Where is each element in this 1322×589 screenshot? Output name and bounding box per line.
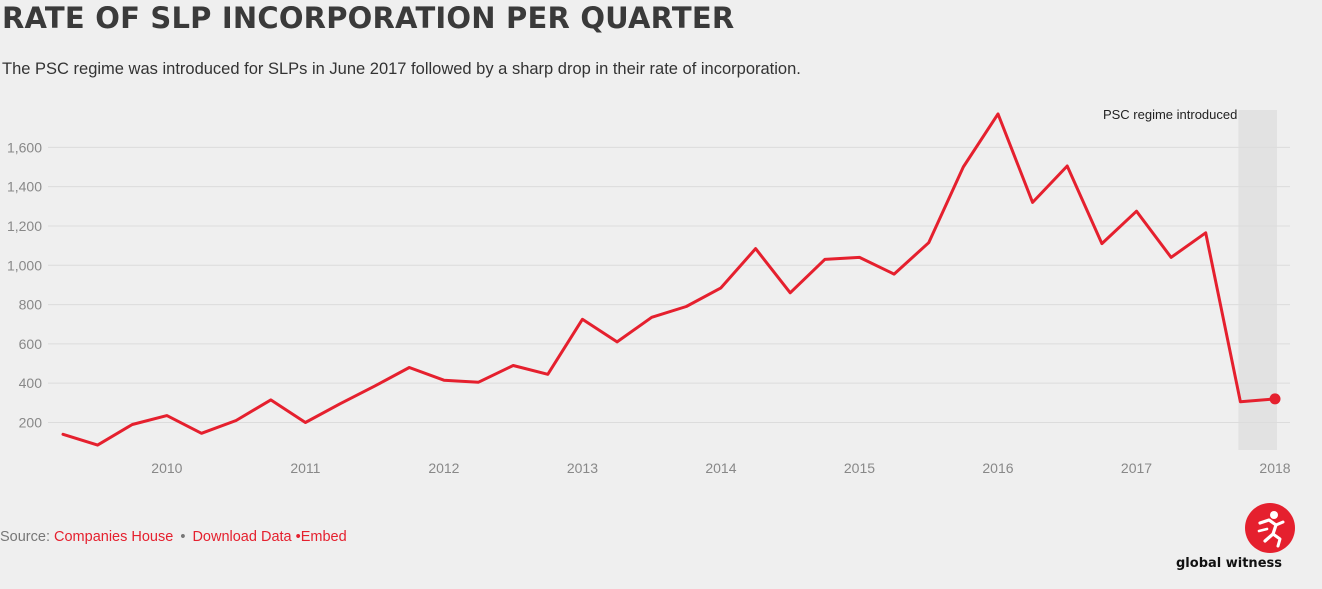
y-tick-label: 1,000 [7, 257, 42, 273]
y-tick-label: 600 [19, 336, 43, 352]
chart-title: RATE OF SLP INCORPORATION PER QUARTER [2, 1, 735, 35]
x-tick-label: 2010 [151, 460, 182, 476]
series-line [61, 112, 1277, 447]
line-chart: PSC regime introduced 200 400 600 800 1,000 1,… [7, 107, 1291, 476]
chart-subtitle: The PSC regime was introduced for SLPs i… [2, 60, 801, 78]
x-tick-label: 2013 [567, 460, 598, 476]
y-tick-label: 800 [19, 297, 43, 313]
y-tick-label: 1,600 [7, 139, 42, 155]
global-witness-logo[interactable]: global witness [1176, 503, 1296, 575]
x-tick-label: 2011 [290, 460, 320, 476]
running-figure-icon [1245, 503, 1295, 553]
y-tick-label: 200 [19, 414, 43, 430]
source-label: Source: [0, 529, 50, 545]
y-tick-label: 1,200 [7, 218, 42, 234]
x-tick-label: 2016 [982, 460, 1013, 476]
y-tick-label: 400 [19, 375, 43, 391]
x-tick-label: 2014 [705, 460, 736, 476]
y-tick-label: 1,400 [7, 179, 42, 195]
x-tick-label: 2017 [1121, 460, 1152, 476]
companies-house-link[interactable]: Companies House [54, 529, 174, 545]
psc-band [1238, 110, 1277, 450]
source-footer: Source: Companies House • Download Data … [0, 529, 347, 545]
embed-link[interactable]: •Embed [295, 529, 347, 545]
x-tick-label: 2018 [1259, 460, 1290, 476]
last-data-point [1269, 393, 1281, 405]
logo-wordmark: global witness [1176, 556, 1282, 571]
x-tick-label: 2015 [844, 460, 875, 476]
psc-annotation-label: PSC regime introduced [1103, 107, 1237, 122]
download-data-link[interactable]: Download Data [192, 529, 292, 545]
x-tick-label: 2012 [428, 460, 459, 476]
footer-separator: • [180, 529, 186, 545]
